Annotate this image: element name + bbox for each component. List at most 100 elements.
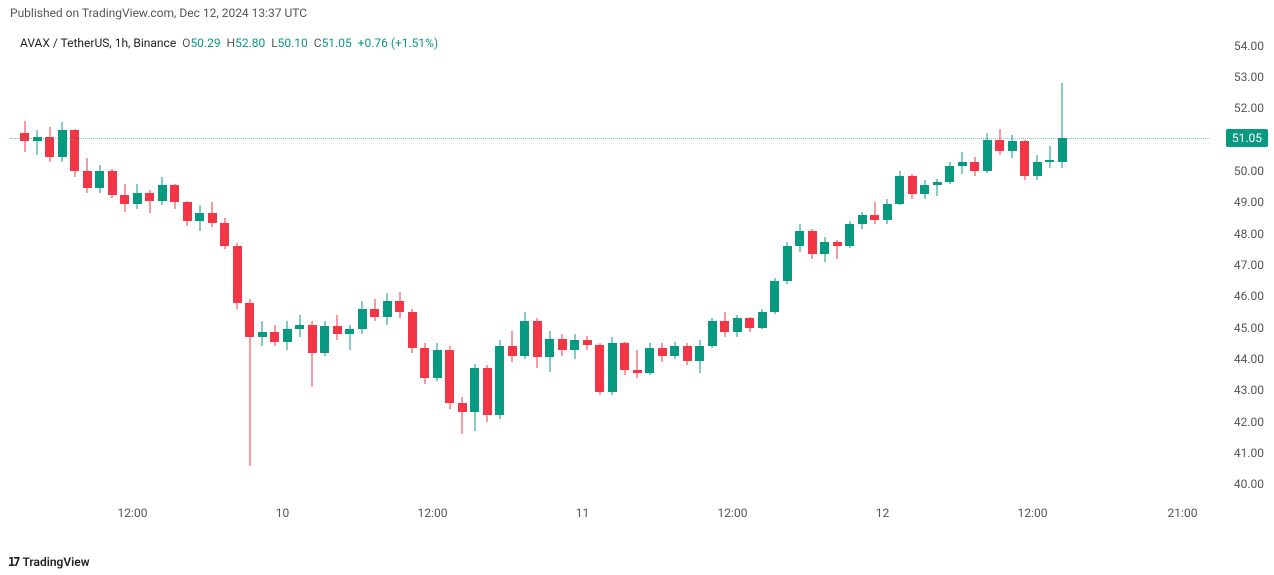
candle-body — [883, 204, 892, 220]
candle-body — [120, 195, 129, 204]
candle-body — [108, 171, 117, 195]
candle — [195, 30, 204, 500]
candle-body — [833, 242, 842, 247]
candle — [620, 30, 629, 500]
candle-body — [783, 246, 792, 280]
candle — [83, 30, 92, 500]
candle — [70, 30, 79, 500]
candle-body — [983, 140, 992, 171]
candle-body — [795, 231, 804, 247]
candle — [808, 30, 817, 500]
candle-body — [445, 350, 454, 403]
candle — [995, 30, 1004, 500]
candle — [283, 30, 292, 500]
candle — [58, 30, 67, 500]
candle-body — [370, 309, 379, 317]
y-tick-label: 53.00 — [1234, 70, 1264, 84]
candle — [220, 30, 229, 500]
candle-body — [508, 346, 517, 355]
candle — [745, 30, 754, 500]
last-price-line — [10, 138, 1210, 139]
logo-text: TradingView — [22, 555, 89, 569]
candle — [595, 30, 604, 500]
candle-body — [683, 346, 692, 360]
candle — [583, 30, 592, 500]
candle-body — [170, 185, 179, 202]
candle-wick — [1049, 146, 1050, 168]
candle-body — [733, 318, 742, 332]
candle-body — [620, 343, 629, 370]
candle — [458, 30, 467, 500]
candle — [795, 30, 804, 500]
candle-body — [208, 213, 217, 222]
candle — [370, 30, 379, 500]
y-axis: 40.0041.0042.0043.0044.0045.0046.0047.00… — [1212, 30, 1272, 500]
x-tick-label: 12:00 — [118, 506, 148, 520]
candle — [933, 30, 942, 500]
candle-body — [758, 312, 767, 328]
candle-body — [633, 370, 642, 373]
candle — [345, 30, 354, 500]
candle — [958, 30, 967, 500]
candle — [708, 30, 717, 500]
y-tick-label: 46.00 — [1234, 289, 1264, 303]
candle — [258, 30, 267, 500]
candle — [570, 30, 579, 500]
candle — [1033, 30, 1042, 500]
last-price-badge: 51.05 — [1226, 129, 1268, 147]
candle — [558, 30, 567, 500]
candle-body — [495, 346, 504, 415]
candle — [608, 30, 617, 500]
candle — [770, 30, 779, 500]
candle-body — [520, 321, 529, 355]
candle-body — [920, 185, 929, 194]
candle — [358, 30, 367, 500]
candle-body — [608, 343, 617, 392]
candle — [970, 30, 979, 500]
candle — [783, 30, 792, 500]
y-tick-label: 45.00 — [1234, 321, 1264, 335]
candle — [445, 30, 454, 500]
x-tick-label: 11 — [576, 506, 590, 520]
candle-body — [720, 321, 729, 332]
candle — [945, 30, 954, 500]
candle — [870, 30, 879, 500]
candle-body — [545, 339, 554, 358]
candle-body — [420, 348, 429, 378]
candle-body — [383, 301, 392, 317]
candle-body — [695, 346, 704, 360]
y-tick-label: 50.00 — [1234, 164, 1264, 178]
candle-body — [95, 171, 104, 188]
candle — [545, 30, 554, 500]
candle-body — [195, 213, 204, 221]
candle — [33, 30, 42, 500]
candle-body — [745, 318, 754, 327]
candle-body — [533, 321, 542, 357]
candle — [833, 30, 842, 500]
candle — [695, 30, 704, 500]
candlestick-chart[interactable] — [10, 30, 1210, 500]
candle-body — [333, 326, 342, 334]
candle — [858, 30, 867, 500]
candle-wick — [874, 202, 875, 224]
x-tick-label: 10 — [276, 506, 290, 520]
candle — [820, 30, 829, 500]
candle — [145, 30, 154, 500]
candle — [845, 30, 854, 500]
candle-body — [308, 325, 317, 353]
candle-body — [158, 185, 167, 201]
candle — [920, 30, 929, 500]
y-tick-label: 44.00 — [1234, 352, 1264, 366]
candle — [470, 30, 479, 500]
candle-body — [358, 309, 367, 329]
candle — [120, 30, 129, 500]
candle-body — [995, 140, 1004, 151]
candle-body — [433, 350, 442, 378]
candle — [895, 30, 904, 500]
candle — [295, 30, 304, 500]
y-tick-label: 47.00 — [1234, 258, 1264, 272]
y-tick-label: 43.00 — [1234, 383, 1264, 397]
candle-body — [945, 166, 954, 182]
y-tick-label: 52.00 — [1234, 101, 1264, 115]
candle — [908, 30, 917, 500]
